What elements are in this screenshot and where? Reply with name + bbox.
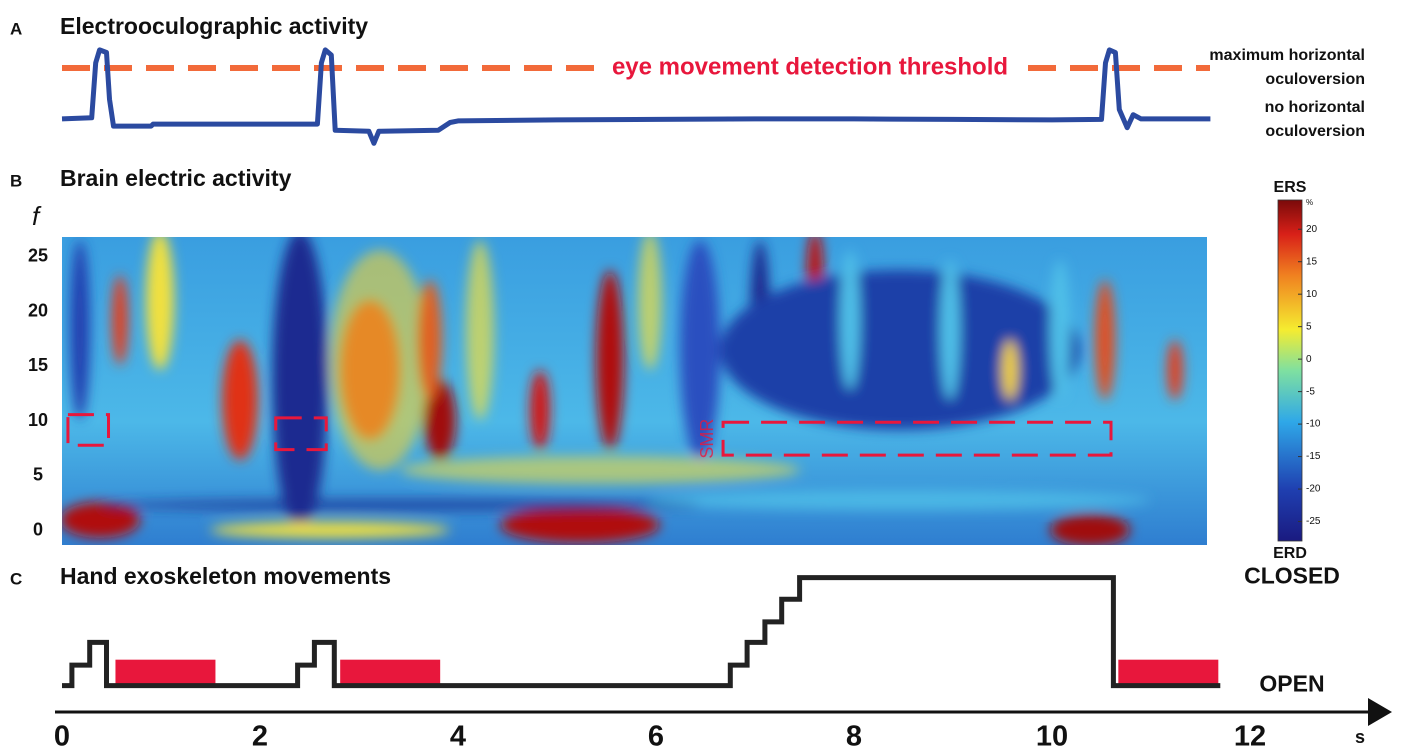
figure: A Electrooculographic activity B Brain e… — [0, 0, 1402, 752]
y-tick-label: 10 — [28, 410, 48, 430]
colorbar-tick-label: -20 — [1306, 484, 1321, 495]
annotation: no horizontal — [1265, 99, 1365, 116]
annotation: oculoversion — [1265, 123, 1365, 140]
colorbar-tick-label: 5 — [1306, 321, 1312, 332]
colorbar-tick-label: -10 — [1306, 419, 1321, 430]
rest-period — [1118, 660, 1218, 686]
colorbar — [1278, 200, 1302, 541]
spectrogram-texture — [60, 230, 1207, 546]
annotation: oculoversion — [1265, 71, 1365, 88]
x-tick-label: 2 — [252, 721, 268, 752]
x-tick-label: 12 — [1234, 721, 1266, 752]
y-axis-label: f — [32, 201, 42, 231]
x-tick-label: 10 — [1036, 721, 1068, 752]
panel-letter: C — [10, 569, 22, 588]
colorbar-tick-label: -25 — [1306, 516, 1321, 527]
colorbar-bottom-label: ERD — [1273, 545, 1307, 562]
y-tick-label: 5 — [33, 465, 43, 485]
colorbar-tick-label: 20 — [1306, 224, 1318, 235]
annotation: maximum horizontal — [1209, 47, 1365, 64]
y-tick-label: 15 — [28, 355, 48, 375]
state-label: CLOSED — [1244, 563, 1340, 589]
colorbar-unit: % — [1306, 198, 1313, 207]
rest-period — [115, 660, 215, 686]
y-tick-label: 0 — [33, 520, 43, 540]
rest-period — [340, 660, 440, 686]
x-tick-label: 0 — [54, 721, 70, 752]
panel-letter: B — [10, 171, 22, 190]
colorbar-top-label: ERS — [1274, 179, 1307, 196]
threshold-label: eye movement detection threshold — [612, 53, 1008, 80]
panel-letter: A — [10, 19, 22, 38]
colorbar-tick-label: 0 — [1306, 354, 1312, 365]
panel-title: Electrooculographic activity — [60, 13, 368, 39]
x-axis-label: s — [1355, 727, 1365, 747]
colorbar-tick-label: -15 — [1306, 451, 1321, 462]
state-label: OPEN — [1259, 671, 1324, 697]
region-label: SMR — [697, 419, 717, 459]
y-tick-label: 25 — [28, 245, 48, 265]
y-tick-label: 20 — [28, 300, 48, 320]
panel-title: Brain electric activity — [60, 165, 292, 191]
colorbar-tick-label: -5 — [1306, 386, 1315, 397]
panel-title: Hand exoskeleton movements — [60, 563, 391, 589]
colorbar-tick-label: 10 — [1306, 289, 1318, 300]
x-tick-label: 4 — [450, 721, 466, 752]
x-tick-label: 6 — [648, 721, 664, 752]
x-axis-arrow — [1368, 698, 1392, 726]
colorbar-tick-label: 15 — [1306, 256, 1318, 267]
x-tick-label: 8 — [846, 721, 862, 752]
exoskeleton-trace — [62, 578, 1220, 686]
